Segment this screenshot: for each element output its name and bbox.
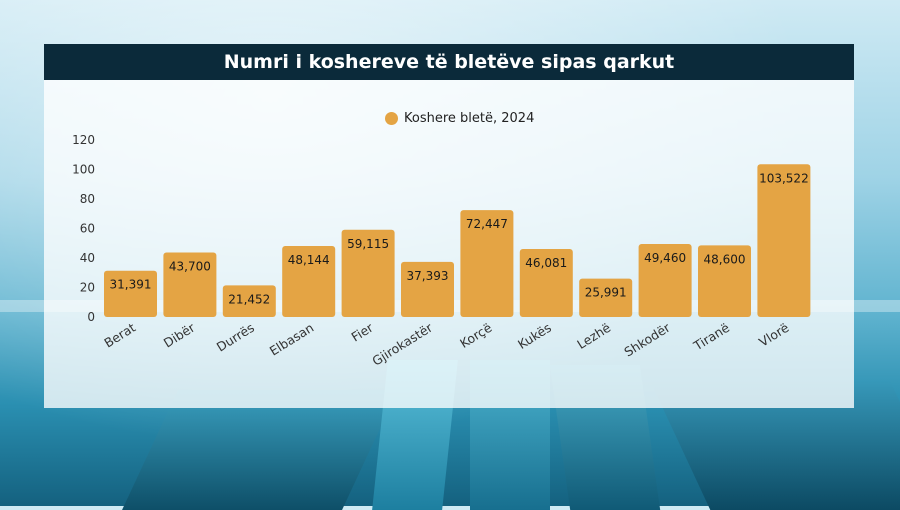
bar: [579, 278, 633, 317]
x-tick-label: Berat: [101, 320, 138, 351]
data-label: 59,115: [347, 237, 389, 251]
y-tick-label: 20: [80, 281, 95, 295]
x-tick-label: Fier: [349, 319, 377, 344]
legend: Koshere bletë, 2024: [385, 110, 534, 126]
data-label: 72,447: [466, 217, 508, 231]
chart-title-bar: Numri i koshereve të bletëve sipas qarku…: [44, 44, 854, 80]
bar: [401, 261, 454, 317]
bar: [282, 245, 336, 317]
y-tick-label: 40: [80, 251, 95, 265]
x-tick-label: Tiranë: [690, 320, 732, 354]
bar: [460, 210, 514, 317]
x-tick-label: Elbasan: [267, 320, 317, 359]
x-tick-label: Lezhë: [574, 320, 613, 352]
y-tick-label: 100: [72, 163, 95, 177]
bar: [519, 249, 573, 317]
data-label: 46,081: [525, 256, 567, 270]
chart-panel: [44, 80, 854, 408]
y-tick-label: 120: [72, 133, 95, 147]
data-label: 31,391: [110, 278, 152, 292]
bar: [163, 252, 217, 317]
y-tick-label: 60: [80, 222, 95, 236]
y-tick-label: 0: [87, 310, 95, 324]
bar: [104, 270, 157, 317]
data-label: 103,522: [759, 171, 809, 185]
x-tick-label: Dibër: [161, 319, 198, 350]
legend-swatch: [385, 111, 398, 125]
data-label: 48,600: [704, 252, 746, 266]
bar: [222, 285, 276, 317]
x-tick-label: Shkodër: [621, 319, 673, 359]
chart-title: Numri i koshereve të bletëve sipas qarku…: [223, 51, 675, 73]
x-tick-label: Vlorë: [756, 320, 792, 350]
bar: [698, 245, 751, 317]
legend-label: Koshere bletë, 2024: [404, 110, 535, 126]
data-label: 43,700: [169, 260, 211, 274]
bar: [757, 164, 811, 317]
x-tick-label: Durrës: [214, 320, 257, 355]
bar: [638, 244, 692, 317]
y-tick-label: 80: [80, 192, 95, 206]
x-tick-label: Korçë: [457, 320, 495, 351]
data-label: 48,144: [288, 253, 330, 267]
data-label: 37,393: [407, 269, 449, 283]
data-label: 21,452: [228, 292, 270, 306]
data-label: 49,460: [644, 251, 686, 265]
x-tick-label: Kukës: [515, 320, 554, 352]
x-tick-label: Gjirokastër: [369, 319, 435, 368]
data-label: 25,991: [585, 286, 627, 300]
bar: [341, 229, 395, 317]
